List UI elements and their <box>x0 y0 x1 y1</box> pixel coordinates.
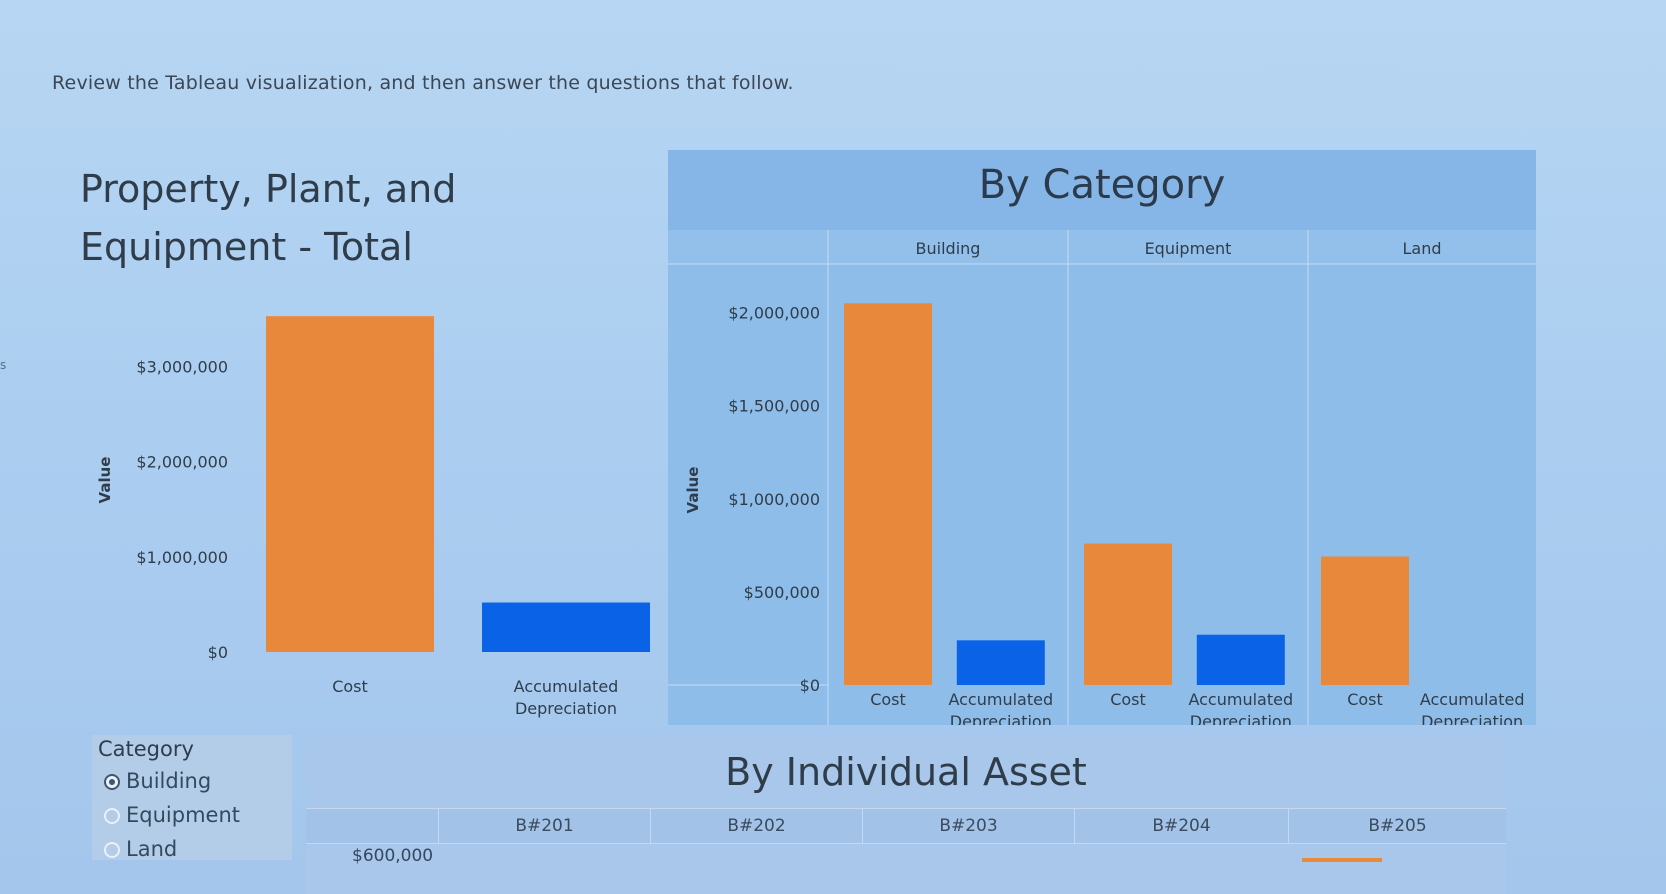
y-tick-label: $2,000,000 <box>728 304 820 323</box>
total-chart: Value $0 $1,000,000 $2,000,000 $3,000,000 Cos… <box>96 316 650 718</box>
x-tick-label: Cost <box>332 677 368 696</box>
asset-bar-top <box>1302 858 1382 862</box>
radio-icon[interactable] <box>104 808 120 824</box>
category-filter-title: Category <box>98 737 194 761</box>
filter-option-label: Equipment <box>126 803 240 827</box>
x-tick-label: Depreciation <box>515 699 617 718</box>
asset-column-header: B#203 <box>862 809 1074 843</box>
y-tick-label: $1,000,000 <box>728 490 820 509</box>
by-category-chart: Value $0 $500,000 $1,000,000 $1,500,000 $2,00… <box>668 230 1536 725</box>
x-tick-label: Depreciation <box>950 712 1052 725</box>
by-asset-title: By Individual Asset <box>725 750 1087 794</box>
by-asset-header: B#201 B#202 B#203 B#204 B#205 <box>306 808 1506 844</box>
radio-icon[interactable] <box>104 842 120 858</box>
x-tick-label: Depreciation <box>1421 712 1523 725</box>
filter-option-label: Land <box>126 837 178 861</box>
total-chart-title: Property, Plant, and Equipment - Total <box>80 160 520 276</box>
by-category-header <box>668 150 1536 230</box>
panel-header-label: Land <box>1402 239 1441 258</box>
filter-option-equipment[interactable]: Equipment <box>104 803 240 827</box>
asset-axis-tick-label: $600,000 <box>352 846 434 866</box>
by-category-title: By Category <box>978 162 1226 208</box>
accumulated-depreciation-bar <box>482 602 650 652</box>
filter-option-building[interactable]: Building <box>104 769 211 793</box>
cost-bar-land <box>1321 556 1409 685</box>
edge-glyph: s <box>0 358 7 372</box>
y-tick-label: $1,000,000 <box>136 548 228 567</box>
x-tick-label: Cost <box>1110 690 1146 709</box>
x-tick-label: Cost <box>1347 690 1383 709</box>
total-chart-title-line2: Equipment - Total <box>80 225 413 269</box>
x-tick-label: Accumulated <box>1420 690 1525 709</box>
y-tick-label: $0 <box>208 643 228 662</box>
asset-column-header: B#204 <box>1074 809 1288 843</box>
x-tick-label: Depreciation <box>1190 712 1292 725</box>
y-tick-label: $0 <box>800 676 820 695</box>
cost-bar <box>266 316 434 652</box>
asset-column-header: B#201 <box>438 809 650 843</box>
cost-bar-equipment <box>1084 543 1172 685</box>
asset-column-header: B#202 <box>650 809 862 843</box>
total-chart-title-line1: Property, Plant, and <box>80 167 457 211</box>
filter-option-label: Building <box>126 769 212 793</box>
x-tick-label: Accumulated <box>1188 690 1293 709</box>
accumulated-depreciation-bar-equipment <box>1196 634 1285 685</box>
filter-option-land[interactable]: Land <box>104 837 177 861</box>
x-tick-label: Accumulated <box>514 677 619 696</box>
y-tick-label: $500,000 <box>744 583 820 602</box>
y-axis-title: Value <box>96 457 114 504</box>
cost-bar-building <box>844 303 932 685</box>
panel-header-label: Equipment <box>1145 239 1232 258</box>
asset-column-header: B#205 <box>1288 809 1506 843</box>
x-tick-label: Cost <box>870 690 906 709</box>
instruction-text: Review the Tableau visualization, and th… <box>52 72 794 94</box>
panel-header-band <box>668 230 1536 264</box>
y-tick-label: $1,500,000 <box>728 397 820 416</box>
category-filter <box>92 735 292 860</box>
y-axis-title: Value <box>684 467 702 514</box>
panel-header-label: Building <box>916 239 981 258</box>
y-tick-label: $3,000,000 <box>136 358 228 377</box>
accumulated-depreciation-bar-building <box>956 640 1045 685</box>
radio-selected-icon[interactable] <box>104 774 120 790</box>
y-tick-label: $2,000,000 <box>136 453 228 472</box>
x-tick-label: Accumulated <box>948 690 1053 709</box>
